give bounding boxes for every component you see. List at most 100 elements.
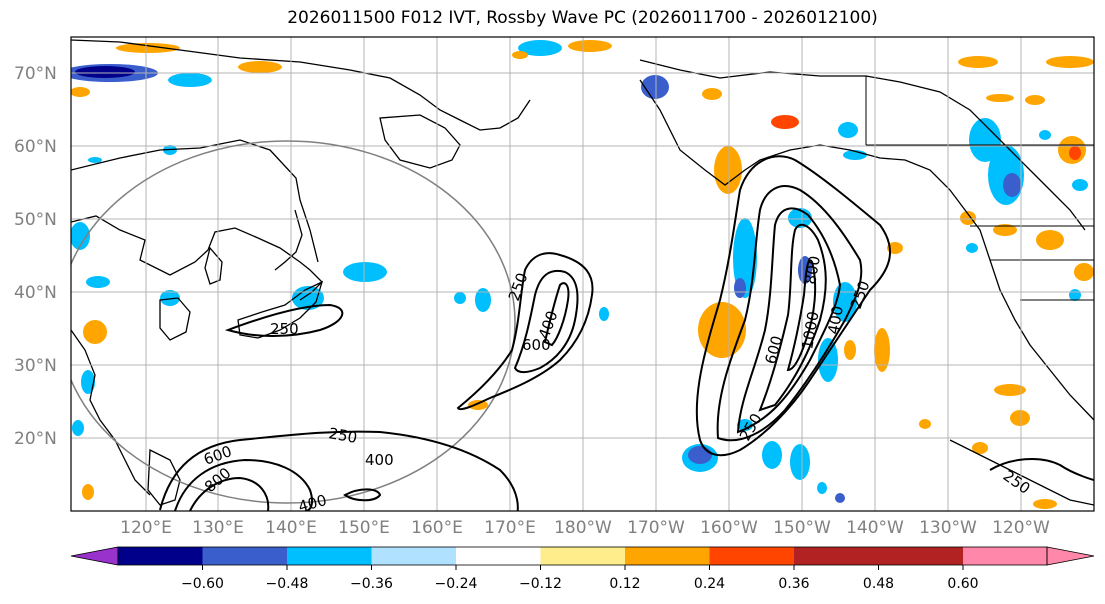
colorbar-tick-label: 0.36	[778, 576, 809, 592]
longitude-label: 120°W	[992, 518, 1050, 538]
korea-coastline	[159, 297, 191, 341]
negative-anomaly-patch	[762, 441, 782, 469]
negative-anomaly-patch	[599, 307, 609, 321]
ivt-contour-250-central	[456, 252, 594, 411]
colorbar-tick-label: −0.60	[181, 576, 224, 592]
colorbar-frame	[117, 546, 1048, 566]
map-plot-area: 250 250 600 400 250 600 800 250 400 600 …	[71, 37, 1094, 516]
positive-anomaly-patch	[1025, 95, 1045, 105]
negative-anomaly-patch	[734, 278, 746, 298]
ivt-contour-1000-east	[786, 259, 817, 372]
ivt-contour-400-central	[513, 270, 579, 374]
positive-anomaly-patch	[238, 61, 282, 73]
longitude-label: 160°W	[700, 518, 758, 538]
latitude-axis: 20°N 30°N 40°N 50°N 60°N 70°N	[14, 64, 57, 449]
latitude-label: 50°N	[14, 210, 57, 230]
positive-anomaly-patch	[568, 40, 612, 52]
ivt-contour-600-east	[736, 207, 842, 434]
longitude-label: 150°E	[338, 518, 390, 538]
negative-anomaly-patch	[81, 370, 95, 394]
positive-anomaly-patch	[1033, 499, 1057, 509]
positive-anomaly-patch	[698, 302, 746, 358]
positive-anomaly-patch	[1046, 56, 1094, 68]
colorbar: −0.60 −0.48 −0.36 −0.24 −0.12 0.12 0.24 …	[70, 546, 1095, 592]
negative-anomaly-patch	[688, 446, 712, 464]
negative-anomaly-patch	[71, 222, 90, 250]
contour-label: 400	[296, 491, 328, 516]
colorbar-segment	[963, 547, 1047, 565]
distance-circle	[71, 140, 516, 504]
negative-anomaly-patch	[966, 243, 978, 253]
kamchatka-coastline	[379, 114, 461, 169]
colorbar-tick-label: 0.60	[947, 576, 978, 592]
latitude-label: 40°N	[14, 283, 57, 303]
arctic-coastline	[71, 39, 531, 131]
colorbar-tick-label: −0.36	[350, 576, 393, 592]
longitude-label: 140°W	[846, 518, 904, 538]
hokkaido-coastline	[204, 246, 223, 285]
positive-anomaly-patch	[83, 320, 107, 344]
colorbar-segment	[709, 547, 794, 565]
negative-anomaly-patch	[1039, 130, 1051, 140]
negative-anomaly-patch	[988, 145, 1024, 205]
positive-anomaly-patch	[874, 328, 890, 372]
siberia-coastline	[71, 139, 319, 263]
colorbar-tick-label: 0.24	[694, 576, 725, 592]
mexico-coastline	[949, 439, 1094, 506]
negative-anomaly-patch	[1072, 179, 1088, 191]
negative-anomaly-patch	[86, 276, 110, 288]
colorbar-segment	[794, 547, 879, 565]
colorbar-extend-min	[70, 546, 119, 566]
graticule	[71, 37, 1094, 511]
ivt-contour-250-east	[695, 155, 891, 457]
longitude-label: 170°E	[484, 518, 536, 538]
ivt-contour-small	[343, 488, 382, 502]
positive-anomaly-patch	[958, 56, 998, 68]
colorbar-segment	[456, 547, 541, 565]
positive-anomaly-patch	[887, 242, 903, 254]
ivt-contour-400-east	[716, 185, 863, 442]
positive-anomaly-patch	[993, 224, 1017, 236]
contour-label: 400	[365, 451, 394, 469]
asia-coastline	[71, 215, 323, 301]
negative-anomaly-patch	[969, 118, 1001, 162]
negative-anomaly-patch	[518, 40, 562, 56]
colorbar-segment	[202, 547, 287, 565]
positive-anomaly-patch	[1010, 410, 1030, 426]
longitude-label: 130°E	[192, 518, 244, 538]
positive-anomaly-patch	[116, 43, 180, 53]
ivt-contour-400-south	[174, 458, 314, 511]
colorbar-segment	[118, 547, 203, 565]
positive-anomaly-patch	[1074, 263, 1094, 281]
colorbar-segment	[878, 547, 963, 565]
negative-anomaly-patch	[454, 292, 466, 304]
colorbar-tick-label: 0.12	[609, 576, 640, 592]
negative-anomaly-patch	[88, 157, 102, 163]
positive-anomaly-patch	[702, 88, 722, 100]
longitude-label: 160°E	[411, 518, 463, 538]
latitude-label: 60°N	[14, 137, 57, 157]
colorbar-tick-label: −0.24	[435, 576, 478, 592]
longitude-label: 140°E	[265, 518, 317, 538]
positive-anomaly-patch	[972, 442, 988, 454]
longitude-label: 120°E	[120, 518, 172, 538]
colorbar-tick-label: 0.48	[863, 576, 894, 592]
negative-anomaly-patch	[1069, 289, 1081, 301]
ivt-contour-japan	[224, 303, 344, 337]
positive-anomaly-patch	[844, 340, 856, 360]
colorbar-segment	[287, 547, 372, 565]
ivt-contour-600-south	[189, 476, 270, 511]
longitude-label: 170°W	[627, 518, 685, 538]
negative-anomaly-patch	[475, 288, 491, 312]
ivt-contours	[159, 155, 1094, 511]
latitude-label: 20°N	[14, 429, 57, 449]
shading-layer	[71, 40, 1094, 509]
alaska-coastline	[639, 59, 1086, 231]
positive-anomaly-patch	[960, 211, 976, 225]
colorbar-segment	[625, 547, 710, 565]
longitude-label: 130°W	[919, 518, 977, 538]
ivt-contour-250-south	[159, 430, 519, 511]
positive-anomaly-patch	[986, 94, 1014, 102]
positive-anomaly-patch	[1036, 230, 1064, 250]
negative-anomaly-patch	[818, 338, 838, 382]
